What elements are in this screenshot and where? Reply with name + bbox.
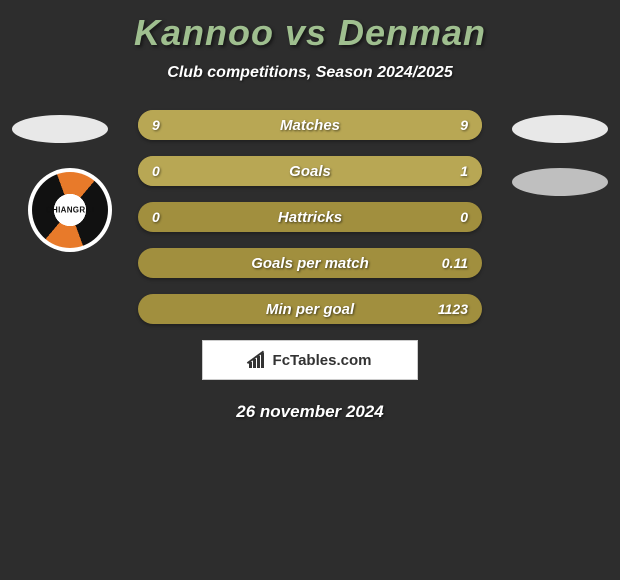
club-logo: CHIANGRAI	[28, 168, 112, 252]
player-left-badge	[12, 115, 108, 143]
stat-fill-left	[138, 156, 200, 186]
stat-left-value: 0	[152, 209, 160, 225]
page-title: Kannoo vs Denman	[0, 0, 620, 54]
stat-row-goals: 0 Goals 1	[138, 156, 482, 186]
club-logo-text: CHIANGRAI	[46, 206, 94, 215]
player-right-badge	[512, 115, 608, 143]
stat-label: Matches	[280, 117, 340, 134]
brand-text: FcTables.com	[273, 352, 372, 369]
stat-bars: 9 Matches 9 0 Goals 1 0 Hattricks 0 Goal…	[138, 110, 482, 324]
stat-left-value: 0	[152, 163, 160, 179]
stat-right-value: 0.11	[442, 255, 468, 271]
stat-left-value: 9	[152, 117, 160, 133]
date-text: 26 november 2024	[0, 402, 620, 422]
stat-label: Goals	[289, 163, 331, 180]
stat-right-value: 1123	[438, 301, 468, 317]
subtitle: Club competitions, Season 2024/2025	[0, 64, 620, 82]
player-right-badge-2	[512, 168, 608, 196]
brand-box[interactable]: FcTables.com	[202, 340, 418, 380]
stat-fill-right	[200, 156, 482, 186]
stat-label: Min per goal	[266, 301, 354, 318]
stat-right-value: 9	[460, 117, 468, 133]
club-logo-icon: CHIANGRAI	[32, 172, 108, 248]
stat-row-goals-per-match: Goals per match 0.11	[138, 248, 482, 278]
stat-label: Goals per match	[251, 255, 369, 272]
stat-row-hattricks: 0 Hattricks 0	[138, 202, 482, 232]
stat-label: Hattricks	[278, 209, 342, 226]
stat-row-min-per-goal: Min per goal 1123	[138, 294, 482, 324]
stat-row-matches: 9 Matches 9	[138, 110, 482, 140]
comparison-panel: CHIANGRAI 9 Matches 9 0 Goals 1 0 Hattri…	[0, 110, 620, 422]
brand-chart-icon	[249, 352, 267, 368]
stat-right-value: 0	[460, 209, 468, 225]
stat-right-value: 1	[460, 163, 468, 179]
